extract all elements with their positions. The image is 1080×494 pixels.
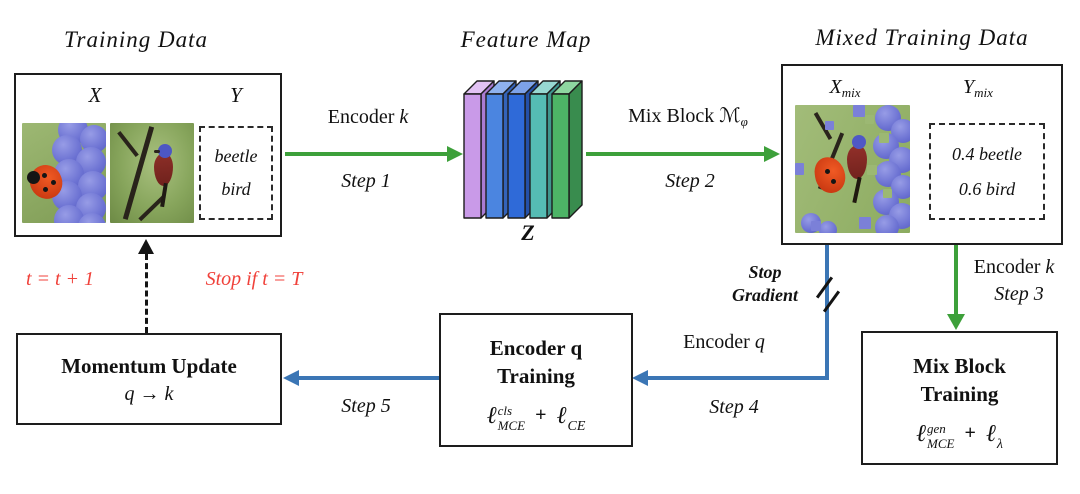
momentum-update-formula: q → k	[124, 383, 174, 406]
step2-arrow-line	[586, 152, 766, 156]
step1-encoder-label: Encoder k	[327, 106, 409, 128]
bird-photo	[110, 123, 194, 223]
loop-dashed-line	[145, 254, 148, 333]
ladybug-art	[812, 155, 848, 195]
encoder-q-training-loss: ℓ cls MCE + ℓ CE	[486, 403, 586, 435]
step4-encoder-label: Encoder q	[683, 331, 765, 353]
x-mix-label: Xmix	[829, 76, 861, 100]
step5-label: Step 5	[341, 395, 391, 417]
ladybug-spot	[42, 173, 47, 178]
grape	[78, 213, 106, 223]
encoder-q-training-box: Encoder q Training ℓ cls MCE + ℓ CE	[439, 313, 633, 447]
step4-arrow-line	[646, 376, 828, 380]
mix-block-training-title: Mix Block Training	[913, 353, 1006, 407]
encoder-q-training-title: Encoder q Training	[489, 335, 583, 389]
mix-patch	[865, 115, 874, 124]
bird-head	[158, 144, 172, 158]
bird-body	[154, 153, 173, 186]
feature-map-slabs-icon	[463, 80, 583, 219]
momentum-update-title: Momentum Update	[61, 353, 237, 378]
step1-arrow-line	[285, 152, 449, 156]
branch-art	[117, 130, 139, 158]
ladybug-spot	[51, 180, 56, 185]
label-mixed-beetle: 0.4 beetle	[952, 143, 1022, 164]
mix-patch	[795, 163, 804, 175]
beetle-photo	[22, 123, 106, 223]
y-mix-labels-box: 0.4 beetle 0.6 bird	[929, 123, 1045, 220]
label-beetle: beetle	[214, 146, 258, 166]
ladybug-head	[27, 171, 40, 184]
loop-stop-condition-label: Stop if t = T	[205, 268, 303, 290]
bird-beak	[154, 150, 160, 153]
grape	[875, 215, 899, 233]
bird-head	[852, 135, 866, 149]
step1-arrowhead-icon	[447, 146, 463, 162]
label-mixed-bird: 0.6 bird	[958, 178, 1016, 199]
mix-patch	[879, 133, 889, 143]
ladybug-spot	[43, 187, 48, 192]
step3-encoder-label: Encoder k	[973, 256, 1055, 278]
y-label: Y	[230, 83, 242, 107]
momentum-update-box: Momentum Update q → k	[16, 333, 282, 425]
step3-arrowhead-icon	[947, 314, 965, 330]
stop-gradient-label: Stop Gradient	[731, 262, 798, 306]
mix-patch	[853, 105, 865, 117]
grape	[819, 221, 837, 233]
loop-increment-label: t = t + 1	[25, 268, 95, 290]
step4-arrowhead-icon	[632, 370, 648, 386]
step2-arrowhead-icon	[764, 146, 780, 162]
ladybug-spot	[825, 169, 830, 174]
step2-mixblock-label: Mix Block ℳφ	[628, 103, 748, 129]
mixed-training-data-title: Mixed Training Data	[815, 25, 1029, 50]
z-label: Z	[521, 220, 535, 245]
step2-label: Step 2	[665, 170, 715, 192]
x-label: X	[88, 83, 102, 107]
bird-tail	[160, 182, 168, 208]
y-labels-box: beetle bird	[199, 126, 273, 220]
step4-label: Step 4	[709, 396, 759, 418]
stop-gradient-line	[825, 245, 829, 380]
script-m-symbol: ℳ	[719, 103, 741, 127]
label-bird: bird	[221, 179, 251, 199]
y-mix-label: Ymix	[963, 76, 993, 100]
bird-tail	[852, 176, 862, 204]
feature-map-title: Feature Map	[460, 27, 592, 52]
mix-patch	[859, 217, 871, 229]
ladybug-spot	[831, 179, 836, 184]
step1-label: Step 1	[341, 170, 391, 192]
feature-map-stack	[460, 78, 590, 224]
mixed-photo	[795, 105, 910, 233]
bird-body	[847, 145, 867, 179]
mix-patch	[811, 221, 821, 231]
step3-arrow-line	[954, 245, 958, 315]
training-data-title: Training Data	[63, 27, 208, 52]
loop-arrowhead-icon	[138, 239, 154, 254]
mix-patch	[883, 189, 892, 198]
mix-patch	[867, 165, 877, 175]
grape	[54, 205, 84, 223]
step5-arrow-line	[297, 376, 439, 380]
mix-patch	[825, 121, 834, 130]
step5-arrowhead-icon	[283, 370, 299, 386]
step3-label: Step 3	[994, 283, 1044, 305]
